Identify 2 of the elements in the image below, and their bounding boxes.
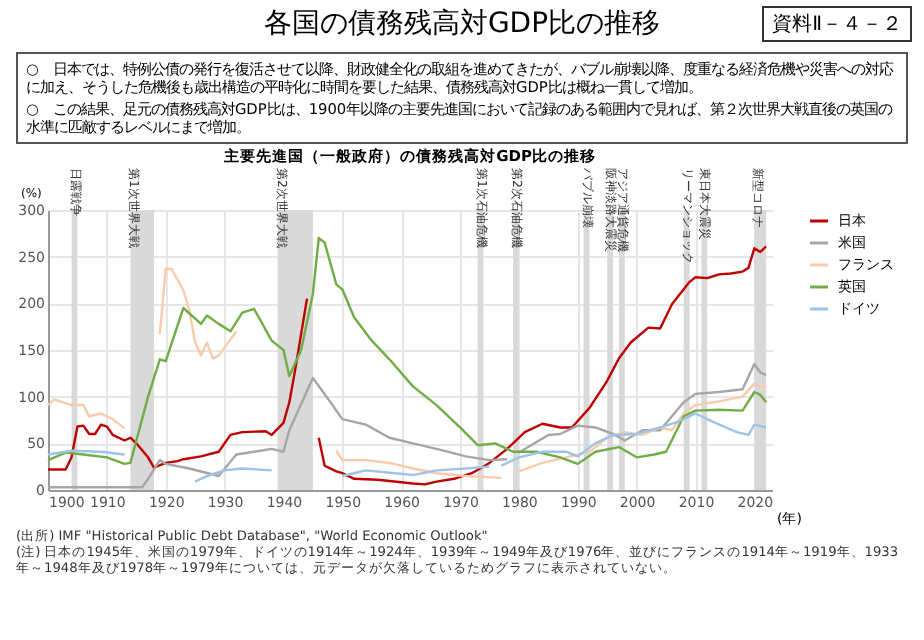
chart-title: 各国の債務残高対GDP比の推移 — [263, 8, 661, 40]
text: 資料Ⅱ－４－２ — [762, 6, 912, 42]
